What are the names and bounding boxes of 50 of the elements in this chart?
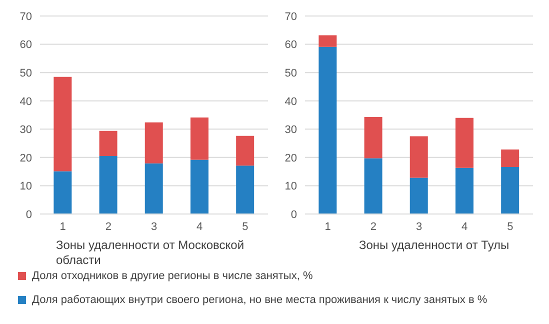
x-tick-label: 3 xyxy=(150,220,158,233)
y-tick-label: 30 xyxy=(284,124,297,136)
y-tick-label: 60 xyxy=(20,39,32,52)
bar xyxy=(455,168,474,214)
x-tick-label: 1 xyxy=(324,220,331,233)
x-tick-label: 2 xyxy=(105,220,112,233)
bar xyxy=(455,118,474,168)
x-tick-label: 1 xyxy=(60,220,66,233)
bar xyxy=(501,150,520,168)
y-tick-label: 20 xyxy=(284,152,297,164)
bar xyxy=(410,136,428,178)
x-tick-label: 4 xyxy=(462,220,468,233)
y-tick-label: 40 xyxy=(20,96,32,108)
bar xyxy=(501,167,520,214)
y-tick-label: 20 xyxy=(20,152,32,164)
legend-label: Доля отходников в другие регионы в числе занятых, % xyxy=(32,270,313,282)
legend-label: Доля работающих внутри своего региона, но вне места проживания к числу занятых в % xyxy=(32,294,488,306)
bar xyxy=(144,122,163,164)
y-tick-label: 40 xyxy=(284,96,297,108)
bar xyxy=(99,130,118,156)
y-tick-label: 70 xyxy=(20,10,32,23)
bar xyxy=(318,46,337,214)
y-tick-label: 10 xyxy=(284,180,297,193)
x-axis-title: Зоны удаленности от Тулы xyxy=(359,238,510,253)
x-axis-title: Зоны удаленности от Московской области xyxy=(56,238,246,268)
bar xyxy=(410,178,428,214)
y-tick-label: 60 xyxy=(284,39,297,52)
bar xyxy=(190,160,208,214)
bar xyxy=(318,35,337,47)
y-tick-label: 30 xyxy=(20,124,32,136)
x-tick-label: 5 xyxy=(507,220,514,233)
y-tick-label: 0 xyxy=(290,208,297,221)
y-tick-label: 50 xyxy=(20,67,32,80)
y-tick-label: 50 xyxy=(284,67,297,80)
bar xyxy=(236,166,254,214)
x-tick-label: 2 xyxy=(370,220,376,233)
bar xyxy=(99,156,118,214)
bar xyxy=(364,116,382,158)
y-tick-label: 0 xyxy=(26,208,32,221)
bar xyxy=(236,136,254,166)
bar xyxy=(54,76,72,172)
y-tick-label: 70 xyxy=(284,10,297,23)
bar xyxy=(190,118,208,160)
x-tick-label: 3 xyxy=(416,220,422,233)
y-tick-label: 10 xyxy=(20,180,32,193)
x-tick-label: 5 xyxy=(242,220,248,233)
bar xyxy=(364,158,382,214)
x-tick-label: 4 xyxy=(196,220,203,233)
bar xyxy=(54,171,72,214)
bar xyxy=(144,163,163,214)
